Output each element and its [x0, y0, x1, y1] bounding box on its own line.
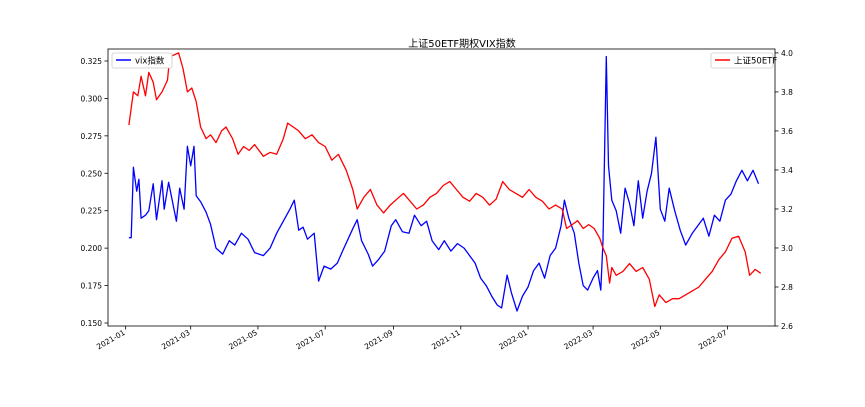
chart-title: 上证50ETF期权VIX指数 [408, 37, 516, 50]
x-tick-label: 2022-01 [497, 328, 529, 352]
x-tick-label: 2021-03 [160, 328, 192, 352]
y-right-tick-label: 3.2 [781, 205, 793, 214]
y-right-tick-label: 3.4 [781, 166, 793, 175]
x-tick-label: 2021-05 [227, 328, 259, 352]
x-tick-label: 2021-01 [95, 328, 127, 352]
y-left-tick-label: 0.325 [81, 57, 103, 66]
y-axis-left: 0.150 0.175 0.200 0.225 0.250 0.275 0.300 0.325 [81, 57, 108, 328]
axes-frame [107, 48, 776, 327]
x-axis: 2021-01 2021-03 2021-05 2021-07 2021-09 2021-… [95, 326, 729, 351]
x-tick-label: 2022-05 [630, 328, 662, 352]
y-left-tick-label: 0.275 [81, 132, 103, 141]
series-line-vix [128, 55, 760, 312]
y-left-tick-label: 0.300 [81, 94, 103, 103]
x-tick-label: 2022-03 [562, 328, 594, 352]
y-axis-right: 2.6 2.8 3.0 3.2 3.4 3.6 3.8 4.0 [775, 49, 793, 331]
y-right-tick-label: 3.0 [781, 244, 793, 253]
y-left-tick-label: 0.150 [81, 319, 103, 328]
series-line-50etf [128, 52, 762, 308]
x-tick-label: 2022-07 [697, 328, 729, 352]
x-tick-label: 2021-07 [295, 328, 327, 352]
legend-50etf-box [710, 52, 774, 69]
plot-area [107, 48, 776, 327]
y-right-tick-label: 4.0 [781, 49, 793, 58]
y-left-tick-label: 0.250 [81, 169, 103, 178]
y-left-tick-label: 0.225 [81, 207, 103, 216]
legend-vix-label: vix指数 [135, 56, 165, 67]
y-left-tick-label: 0.175 [81, 282, 103, 291]
legend-vix: vix指数 [111, 52, 173, 69]
y-right-tick-label: 2.8 [781, 283, 793, 292]
y-right-tick-label: 3.8 [781, 88, 793, 97]
x-tick-label: 2021-11 [430, 328, 462, 352]
series-layer [128, 52, 762, 312]
x-tick-label: 2021-09 [363, 328, 395, 352]
y-right-tick-label: 2.6 [781, 322, 793, 331]
y-left-tick-label: 0.200 [81, 244, 103, 253]
legend-vix-box [111, 52, 173, 69]
y-right-tick-label: 3.6 [781, 127, 793, 136]
legend-50etf: 上证50ETF [710, 52, 777, 69]
legend-50etf-label: 上证50ETF [734, 57, 777, 67]
